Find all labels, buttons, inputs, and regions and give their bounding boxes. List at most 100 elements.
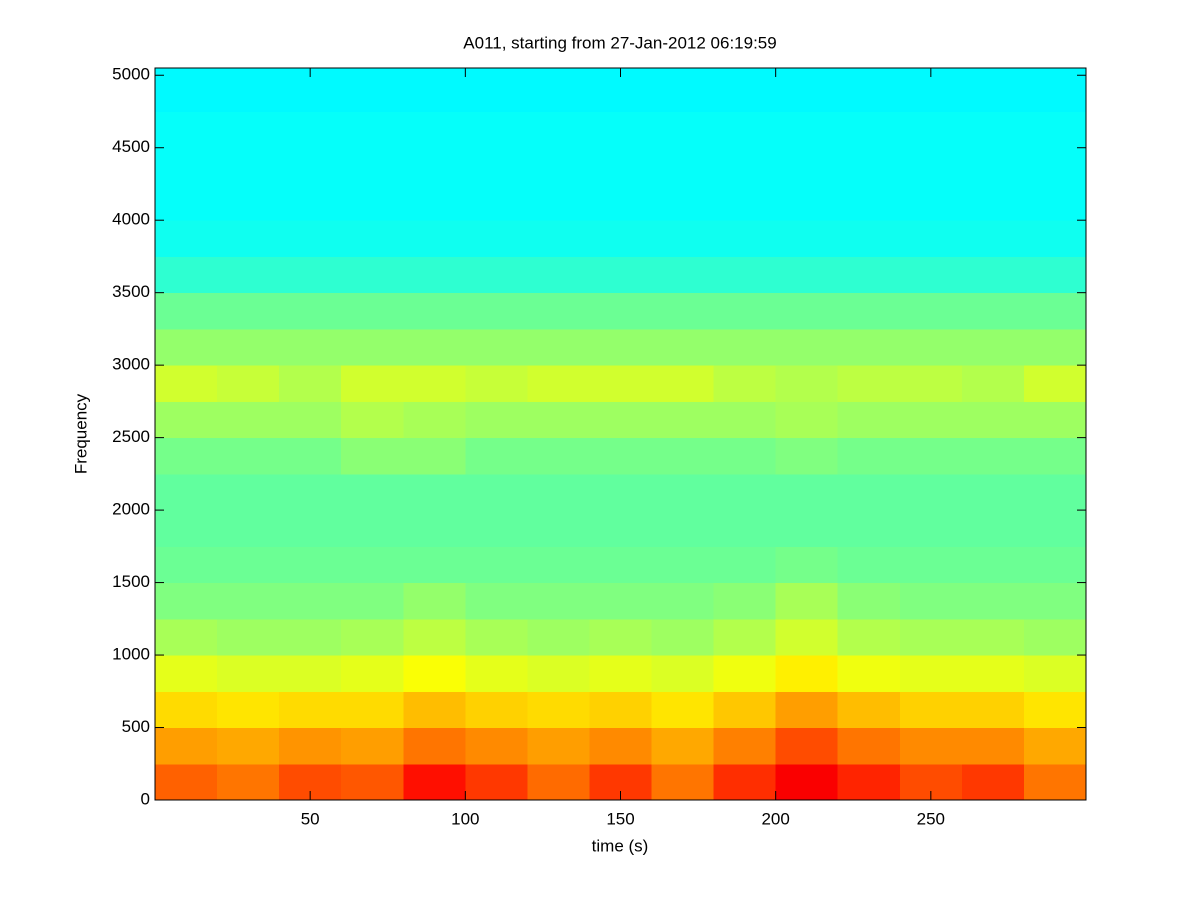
heatmap-cell bbox=[899, 727, 963, 765]
y-tick-label: 500 bbox=[122, 717, 150, 736]
heatmap-cell bbox=[279, 328, 342, 366]
heatmap-cell bbox=[279, 618, 342, 656]
heatmap-cell bbox=[527, 437, 590, 475]
heatmap-cell bbox=[961, 111, 1025, 149]
heatmap-cell bbox=[279, 256, 342, 294]
heatmap-cell bbox=[217, 111, 280, 149]
heatmap-cell bbox=[713, 401, 777, 439]
heatmap-cell bbox=[651, 68, 715, 112]
heatmap-cell bbox=[341, 546, 404, 584]
heatmap-cell bbox=[341, 727, 404, 765]
heatmap-cell bbox=[527, 727, 590, 765]
heatmap-cell bbox=[155, 437, 218, 475]
heatmap-cell bbox=[837, 365, 901, 402]
heatmap-cell bbox=[837, 147, 901, 185]
heatmap-cell bbox=[775, 510, 839, 547]
heatmap-cell bbox=[589, 220, 653, 257]
heatmap-cell bbox=[217, 220, 280, 257]
heatmap-cell bbox=[589, 618, 653, 656]
heatmap-cell bbox=[341, 328, 404, 366]
heatmap-cells bbox=[155, 68, 1087, 801]
heatmap-cell bbox=[775, 292, 839, 330]
heatmap-cell bbox=[713, 691, 777, 729]
heatmap-cell bbox=[217, 763, 280, 801]
heatmap-cell bbox=[961, 655, 1025, 692]
heatmap-cell bbox=[651, 183, 715, 221]
heatmap-cell bbox=[465, 655, 528, 692]
heatmap-cell bbox=[403, 618, 466, 656]
heatmap-cell bbox=[1023, 401, 1087, 439]
heatmap-cell bbox=[1023, 147, 1087, 185]
heatmap-cell bbox=[651, 727, 715, 765]
heatmap-cell bbox=[713, 546, 777, 584]
heatmap-cell bbox=[527, 111, 590, 149]
heatmap-cell bbox=[217, 437, 280, 475]
heatmap-cell bbox=[341, 763, 404, 801]
heatmap-cell bbox=[1023, 328, 1087, 366]
heatmap-cell bbox=[341, 220, 404, 257]
heatmap-cell bbox=[713, 328, 777, 366]
heatmap-cell bbox=[403, 437, 466, 475]
heatmap-cell bbox=[279, 401, 342, 439]
heatmap-cell bbox=[899, 328, 963, 366]
heatmap-cell bbox=[713, 292, 777, 330]
heatmap-cell bbox=[651, 365, 715, 402]
heatmap-cell bbox=[589, 292, 653, 330]
heatmap-cell bbox=[155, 111, 218, 149]
heatmap-cell bbox=[837, 510, 901, 547]
heatmap-cell bbox=[713, 256, 777, 294]
heatmap-cell bbox=[155, 256, 218, 294]
heatmap-cell bbox=[713, 111, 777, 149]
heatmap-cell bbox=[465, 147, 528, 185]
heatmap-cell bbox=[279, 727, 342, 765]
heatmap-cell bbox=[1023, 618, 1087, 656]
heatmap-cell bbox=[1023, 256, 1087, 294]
heatmap-cell bbox=[341, 147, 404, 185]
heatmap-cell bbox=[589, 691, 653, 729]
heatmap-cell bbox=[217, 183, 280, 221]
heatmap-cell bbox=[589, 655, 653, 692]
heatmap-cell bbox=[713, 147, 777, 185]
heatmap-cell bbox=[837, 763, 901, 801]
heatmap-cell bbox=[527, 618, 590, 656]
heatmap-cell bbox=[899, 147, 963, 185]
heatmap-cell bbox=[961, 292, 1025, 330]
heatmap-cell bbox=[155, 655, 218, 692]
heatmap-cell bbox=[651, 655, 715, 692]
heatmap-cell bbox=[775, 437, 839, 475]
heatmap-cell bbox=[527, 365, 590, 402]
heatmap-cell bbox=[899, 437, 963, 475]
heatmap-cell bbox=[155, 328, 218, 366]
heatmap-cell bbox=[899, 220, 963, 257]
heatmap-cell bbox=[527, 68, 590, 112]
heatmap-cell bbox=[217, 618, 280, 656]
heatmap-cell bbox=[775, 68, 839, 112]
heatmap-cell bbox=[899, 510, 963, 547]
heatmap-cell bbox=[217, 147, 280, 185]
heatmap-cell bbox=[837, 437, 901, 475]
heatmap-cell bbox=[217, 582, 280, 620]
heatmap-cell bbox=[589, 401, 653, 439]
heatmap-cell bbox=[651, 618, 715, 656]
heatmap-cell bbox=[837, 111, 901, 149]
heatmap-cell bbox=[527, 691, 590, 729]
heatmap-cell bbox=[961, 727, 1025, 765]
heatmap-cell bbox=[775, 365, 839, 402]
heatmap-cell bbox=[589, 510, 653, 547]
heatmap-cell bbox=[279, 510, 342, 547]
heatmap-cell bbox=[899, 401, 963, 439]
heatmap-cell bbox=[837, 401, 901, 439]
heatmap-cell bbox=[589, 256, 653, 294]
heatmap-cell bbox=[465, 618, 528, 656]
heatmap-cell bbox=[155, 68, 218, 112]
heatmap-cell bbox=[899, 582, 963, 620]
heatmap-cell bbox=[775, 763, 839, 801]
heatmap-cell bbox=[155, 183, 218, 221]
heatmap-cell bbox=[341, 618, 404, 656]
heatmap-cell bbox=[589, 328, 653, 366]
heatmap-cell bbox=[403, 220, 466, 257]
chart-title: A011, starting from 27-Jan-2012 06:19:59 bbox=[463, 33, 776, 52]
heatmap-cell bbox=[1023, 582, 1087, 620]
heatmap-cell bbox=[713, 510, 777, 547]
